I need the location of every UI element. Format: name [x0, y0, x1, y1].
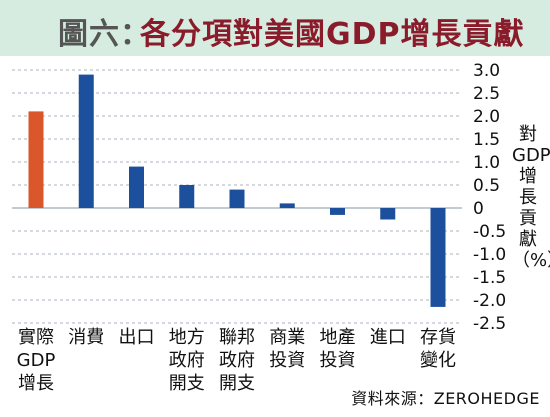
x-tick-label: 政府 — [219, 350, 255, 371]
y-tick-label: 1.5 — [473, 130, 500, 150]
y-tick-label: -1.5 — [473, 268, 506, 288]
bar — [279, 203, 295, 208]
x-tick-label: 開支 — [169, 373, 205, 394]
title-prefix: 圖六： — [58, 17, 151, 52]
x-tick-label: 開支 — [219, 373, 255, 394]
x-tick-label: 變化 — [420, 350, 456, 371]
x-tick-label: 聯邦 — [219, 327, 255, 348]
x-tick-label: 消費 — [68, 327, 104, 348]
y-tick-label: 2.0 — [473, 107, 500, 127]
y-tick-label: 2.5 — [473, 84, 500, 104]
bar — [330, 208, 345, 215]
y-tick-label: -0.5 — [473, 222, 506, 242]
x-tick-label: 投資 — [320, 350, 356, 371]
y-tick-label: -2.0 — [473, 291, 506, 311]
x-tick-label: 進口 — [370, 327, 406, 348]
y-tick-label: -1.0 — [473, 245, 506, 265]
x-tick-label: 地產 — [320, 327, 356, 348]
bar — [78, 74, 94, 208]
y-tick-label: -2.5 — [473, 314, 506, 334]
bars — [28, 74, 446, 307]
x-tick-label: 地方 — [169, 327, 205, 348]
bar — [129, 166, 144, 208]
y-tick-label: 0 — [473, 199, 484, 219]
y-tick-label: 1.0 — [473, 153, 500, 173]
x-tick-label: GDP — [17, 350, 56, 371]
bar — [28, 111, 44, 208]
source-note: 資料來源：ZEROHEDGE — [351, 389, 540, 408]
y-tick-label: 3.0 — [473, 61, 500, 81]
y-tick-labels: 3.0 2.5 2.0 1.5 1.0 0.5 0 -0.5 -1.0 -1.5 -2.0 -2.5 — [473, 61, 506, 334]
x-tick-label: 政府 — [169, 350, 205, 371]
bar — [380, 208, 396, 220]
bar — [229, 189, 245, 208]
x-tick-label: 投資 — [269, 350, 305, 371]
y-tick-label: 0.5 — [473, 176, 500, 196]
bar — [430, 208, 446, 307]
x-tick-label: 商業 — [269, 327, 305, 348]
x-tick-label: 出口 — [119, 327, 155, 348]
chart-title: 各分項對美國GDP增長貢獻 — [140, 17, 525, 52]
x-tick-label: 實際 — [18, 327, 54, 348]
y-axis-label: 對GDP增長貢獻（%） — [512, 124, 550, 271]
title-bar: 圖六： 各分項對美國GDP增長貢獻 — [0, 0, 550, 56]
bar — [179, 185, 195, 208]
x-tick-label: 增長 — [18, 373, 54, 394]
x-tick-label: 存貨 — [420, 327, 456, 348]
